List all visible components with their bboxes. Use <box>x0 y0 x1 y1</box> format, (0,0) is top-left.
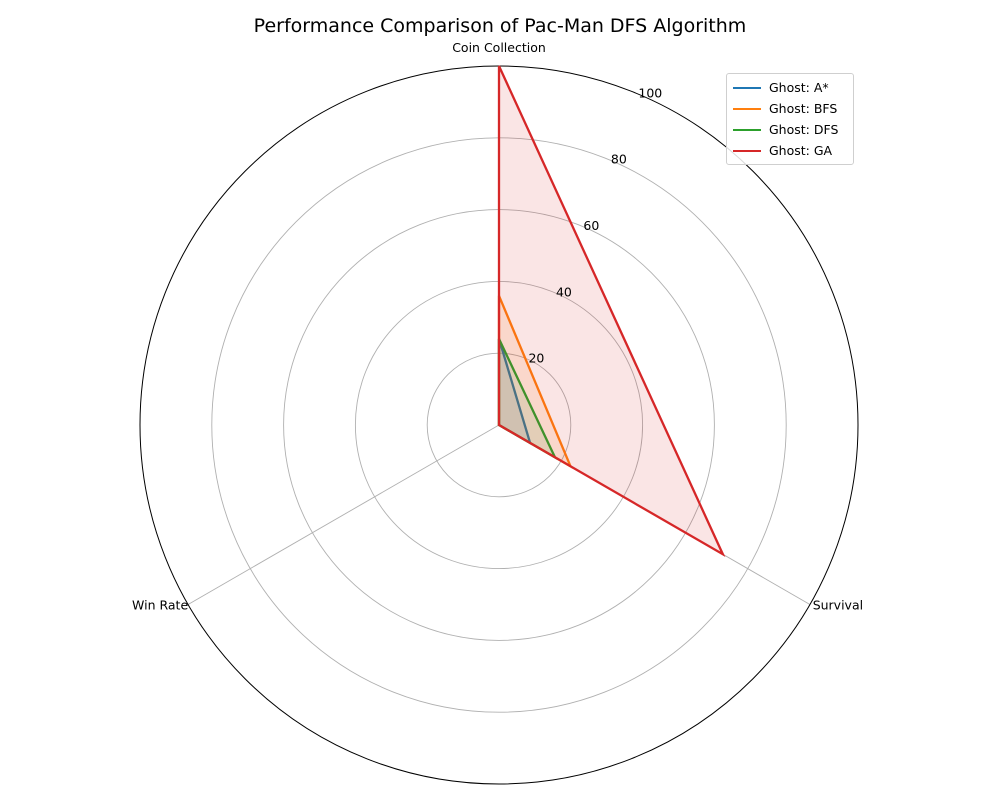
r-tick-label: 80 <box>611 152 627 167</box>
legend-item: Ghost: A* <box>727 77 853 98</box>
legend-swatch <box>733 107 761 110</box>
series-line <box>497 65 726 558</box>
r-tick-label: 20 <box>528 351 544 366</box>
legend-swatch <box>733 128 761 131</box>
legend-label: Ghost: BFS <box>769 101 838 116</box>
legend: Ghost: A* Ghost: BFS Ghost: DFS Ghost: G… <box>726 73 854 165</box>
legend-label: Ghost: A* <box>769 80 829 95</box>
legend-item: Ghost: DFS <box>727 119 853 140</box>
legend-swatch <box>733 86 761 89</box>
chart-title: Performance Comparison of Pac-Man DFS Al… <box>254 15 747 37</box>
legend-label: Ghost: GA <box>769 143 833 158</box>
r-tick-label: 40 <box>556 284 572 299</box>
axis-label: Survival <box>813 598 863 613</box>
r-tick-label: 60 <box>583 218 599 233</box>
legend-swatch <box>733 149 761 152</box>
legend-item: Ghost: BFS <box>727 98 853 119</box>
legend-label: Ghost: DFS <box>769 122 839 137</box>
r-tick-label: 100 <box>638 85 662 100</box>
axis-spoke <box>187 424 500 605</box>
legend-item: Ghost: GA <box>727 140 853 161</box>
axis-label: Coin Collection <box>452 40 546 55</box>
axis-label: Win Rate <box>132 598 188 613</box>
